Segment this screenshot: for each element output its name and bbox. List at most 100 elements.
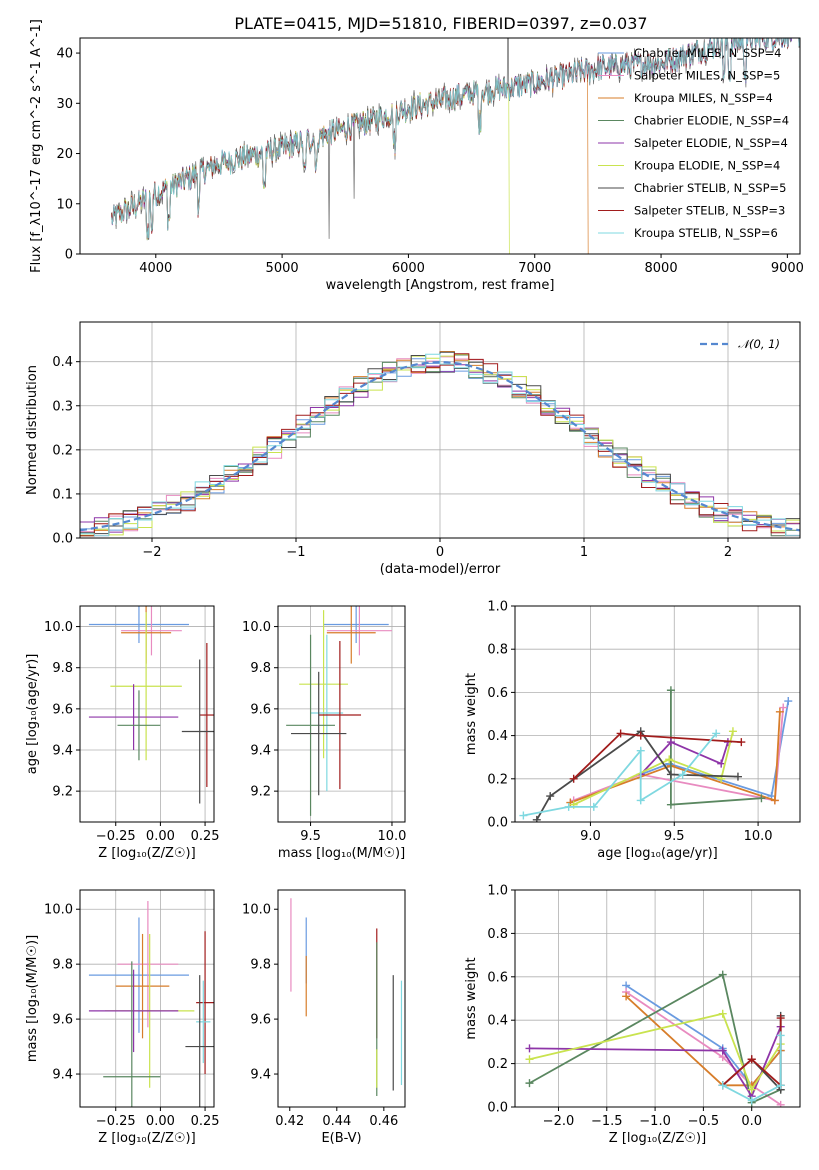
y-tick-label: 9.8 <box>250 958 271 973</box>
y-tick-label: 30 <box>56 97 73 112</box>
y-tick-label: 10.0 <box>242 620 271 635</box>
plot-area <box>286 606 392 816</box>
x-tick-label: 7000 <box>518 261 551 276</box>
mass-weight-line <box>573 707 785 802</box>
y-tick-label: 0.6 <box>487 686 508 701</box>
figure-title: PLATE=0415, MJD=51810, FIBERID=0397, z=0… <box>234 14 647 33</box>
x-tick-label: 0.00 <box>146 829 175 844</box>
mass-weight-point <box>525 1079 534 1088</box>
x-tick-label: 1 <box>580 545 588 560</box>
mass-weight-point <box>525 1044 534 1053</box>
age-vs-metallicity-panel: −0.25 0.00 0.25 9.2 9.4 9.6 9.8 10.0 Z [log₁₀(Z/… <box>25 605 220 861</box>
massweight-vs-age-panel: 9.0 9.5 10.0 0.0 0.2 0.4 0.6 0.8 1.0 age [log₁₀(a… <box>464 600 801 861</box>
mass-weight-point <box>717 759 726 768</box>
mass-weight-line <box>640 741 729 776</box>
x-tick-label: 0.25 <box>191 1114 220 1129</box>
mass-weight-line <box>722 1035 782 1102</box>
x-tick-label: 9.0 <box>580 829 601 844</box>
mass-weight-line <box>569 711 781 804</box>
mass-vs-metallicity-panel: −0.25 0.00 0.25 9.4 9.6 9.8 10.0 Z [log₁₀(Z/Z☉)… <box>25 889 220 1146</box>
mass-weight-point <box>622 992 631 1001</box>
x-tick-label: 5000 <box>266 261 299 276</box>
mass-weight-point <box>779 703 788 712</box>
x-tick-label: 4000 <box>139 261 172 276</box>
model-spectrum-line <box>111 38 800 239</box>
x-tick-label: −1 <box>286 545 305 560</box>
legend-entry: Kroupa MILES, N_SSP=4 <box>634 91 773 105</box>
mass-weight-point <box>636 746 645 755</box>
mass-weight-point <box>532 815 541 822</box>
y-tick-label: 1.0 <box>487 600 508 615</box>
axes-frame <box>79 889 215 1108</box>
x-tick-label: −1.5 <box>591 1114 623 1129</box>
mass-weight-point <box>589 802 598 811</box>
gaussian-curve <box>80 360 800 532</box>
x-tick-label: 10.0 <box>744 829 773 844</box>
legend-entry: Salpeter STELIB, N_SSP=3 <box>634 204 785 218</box>
mass-weight-point <box>718 1046 727 1055</box>
x-tick-label: −0.25 <box>96 1114 136 1129</box>
axes-frame <box>514 889 801 1108</box>
mass-weight-point <box>718 1081 727 1090</box>
residual-histogram <box>80 353 800 537</box>
mass-weight-line <box>573 732 742 780</box>
x-tick-label: −2 <box>142 545 161 560</box>
y-tick-label: 0.2 <box>487 772 508 787</box>
mass-weight-point <box>678 770 687 779</box>
mass-weight-point <box>666 738 675 747</box>
mass-weight-point <box>519 811 528 820</box>
y-tick-label: 9.6 <box>52 1013 73 1028</box>
plot-area <box>80 351 800 537</box>
y-tick-label: 0.8 <box>487 643 508 658</box>
mass-weight-point <box>757 794 766 803</box>
y-tick-label: 9.4 <box>52 1068 73 1083</box>
y-tick-label: 0.2 <box>52 443 73 458</box>
x-axis-label: age [log₁₀(age/yr)] <box>597 846 718 861</box>
y-tick-label: 9.4 <box>250 1068 271 1083</box>
y-tick-label: 0.4 <box>487 729 508 744</box>
x-axis-label: Z [log₁₀(Z/Z☉)] <box>609 1131 706 1146</box>
mass-weight-point <box>712 729 721 738</box>
x-tick-label: 9000 <box>771 261 804 276</box>
x-axis-label: Z [log₁₀(Z/Z☉)] <box>98 1131 195 1146</box>
residuals-panel: 𝒩(0, 1) −2 −1 0 1 2 0.0 0.1 0.2 0.3 0.4 (data-model… <box>25 321 801 577</box>
x-tick-label: −0.25 <box>96 829 136 844</box>
legend-entry: Chabrier MILES, N_SSP=4 <box>634 46 781 60</box>
plot-area <box>88 606 214 804</box>
x-tick-label: 9.5 <box>664 829 685 844</box>
mass-weight-point <box>747 1096 756 1105</box>
mass-weight-point <box>775 707 784 716</box>
y-tick-label: 9.6 <box>52 702 73 717</box>
x-tick-label: 0.46 <box>369 1114 398 1129</box>
y-tick-label: 10.0 <box>242 903 271 918</box>
mass-weight-point <box>666 800 675 809</box>
y-tick-label: 10.0 <box>44 903 73 918</box>
mass-weight-point <box>728 727 737 736</box>
mass-weight-point <box>784 697 793 706</box>
mass-weight-line <box>573 731 734 806</box>
x-axis-label: wavelength [Angstrom, rest frame] <box>326 278 555 293</box>
y-tick-label: 9.8 <box>250 661 271 676</box>
x-tick-label: 0.00 <box>146 1114 175 1129</box>
x-tick-label: 6000 <box>392 261 425 276</box>
x-tick-label: 2 <box>724 545 732 560</box>
plot-area <box>111 38 800 254</box>
y-tick-label: 9.8 <box>52 958 73 973</box>
x-axis-label: Z [log₁₀(Z/Z☉)] <box>98 846 195 861</box>
y-tick-label: 10 <box>56 197 73 212</box>
x-axis-label: mass [log₁₀(M/M☉)] <box>278 846 405 861</box>
y-tick-label: 0.2 <box>487 1057 508 1072</box>
massweight-vs-metallicity-panel: −2.0 −1.5 −1.0 −0.5 0.0 0.0 0.2 0.4 0.6 0.8 1.0 Z [… <box>464 884 801 1146</box>
y-tick-label: 0.0 <box>487 1101 508 1116</box>
y-tick-label: 0.6 <box>487 970 508 985</box>
y-axis-label: mass weight <box>464 957 479 1039</box>
y-tick-label: 40 <box>56 47 73 62</box>
axes-frame <box>277 605 406 823</box>
y-tick-label: 0.4 <box>52 355 73 370</box>
mass-weight-point <box>666 686 675 695</box>
mass-weight-point <box>718 970 727 979</box>
y-tick-label: 0.1 <box>52 487 73 502</box>
mass-weight-point <box>718 1009 727 1018</box>
legend-entry: Kroupa ELODIE, N_SSP=4 <box>634 159 780 173</box>
